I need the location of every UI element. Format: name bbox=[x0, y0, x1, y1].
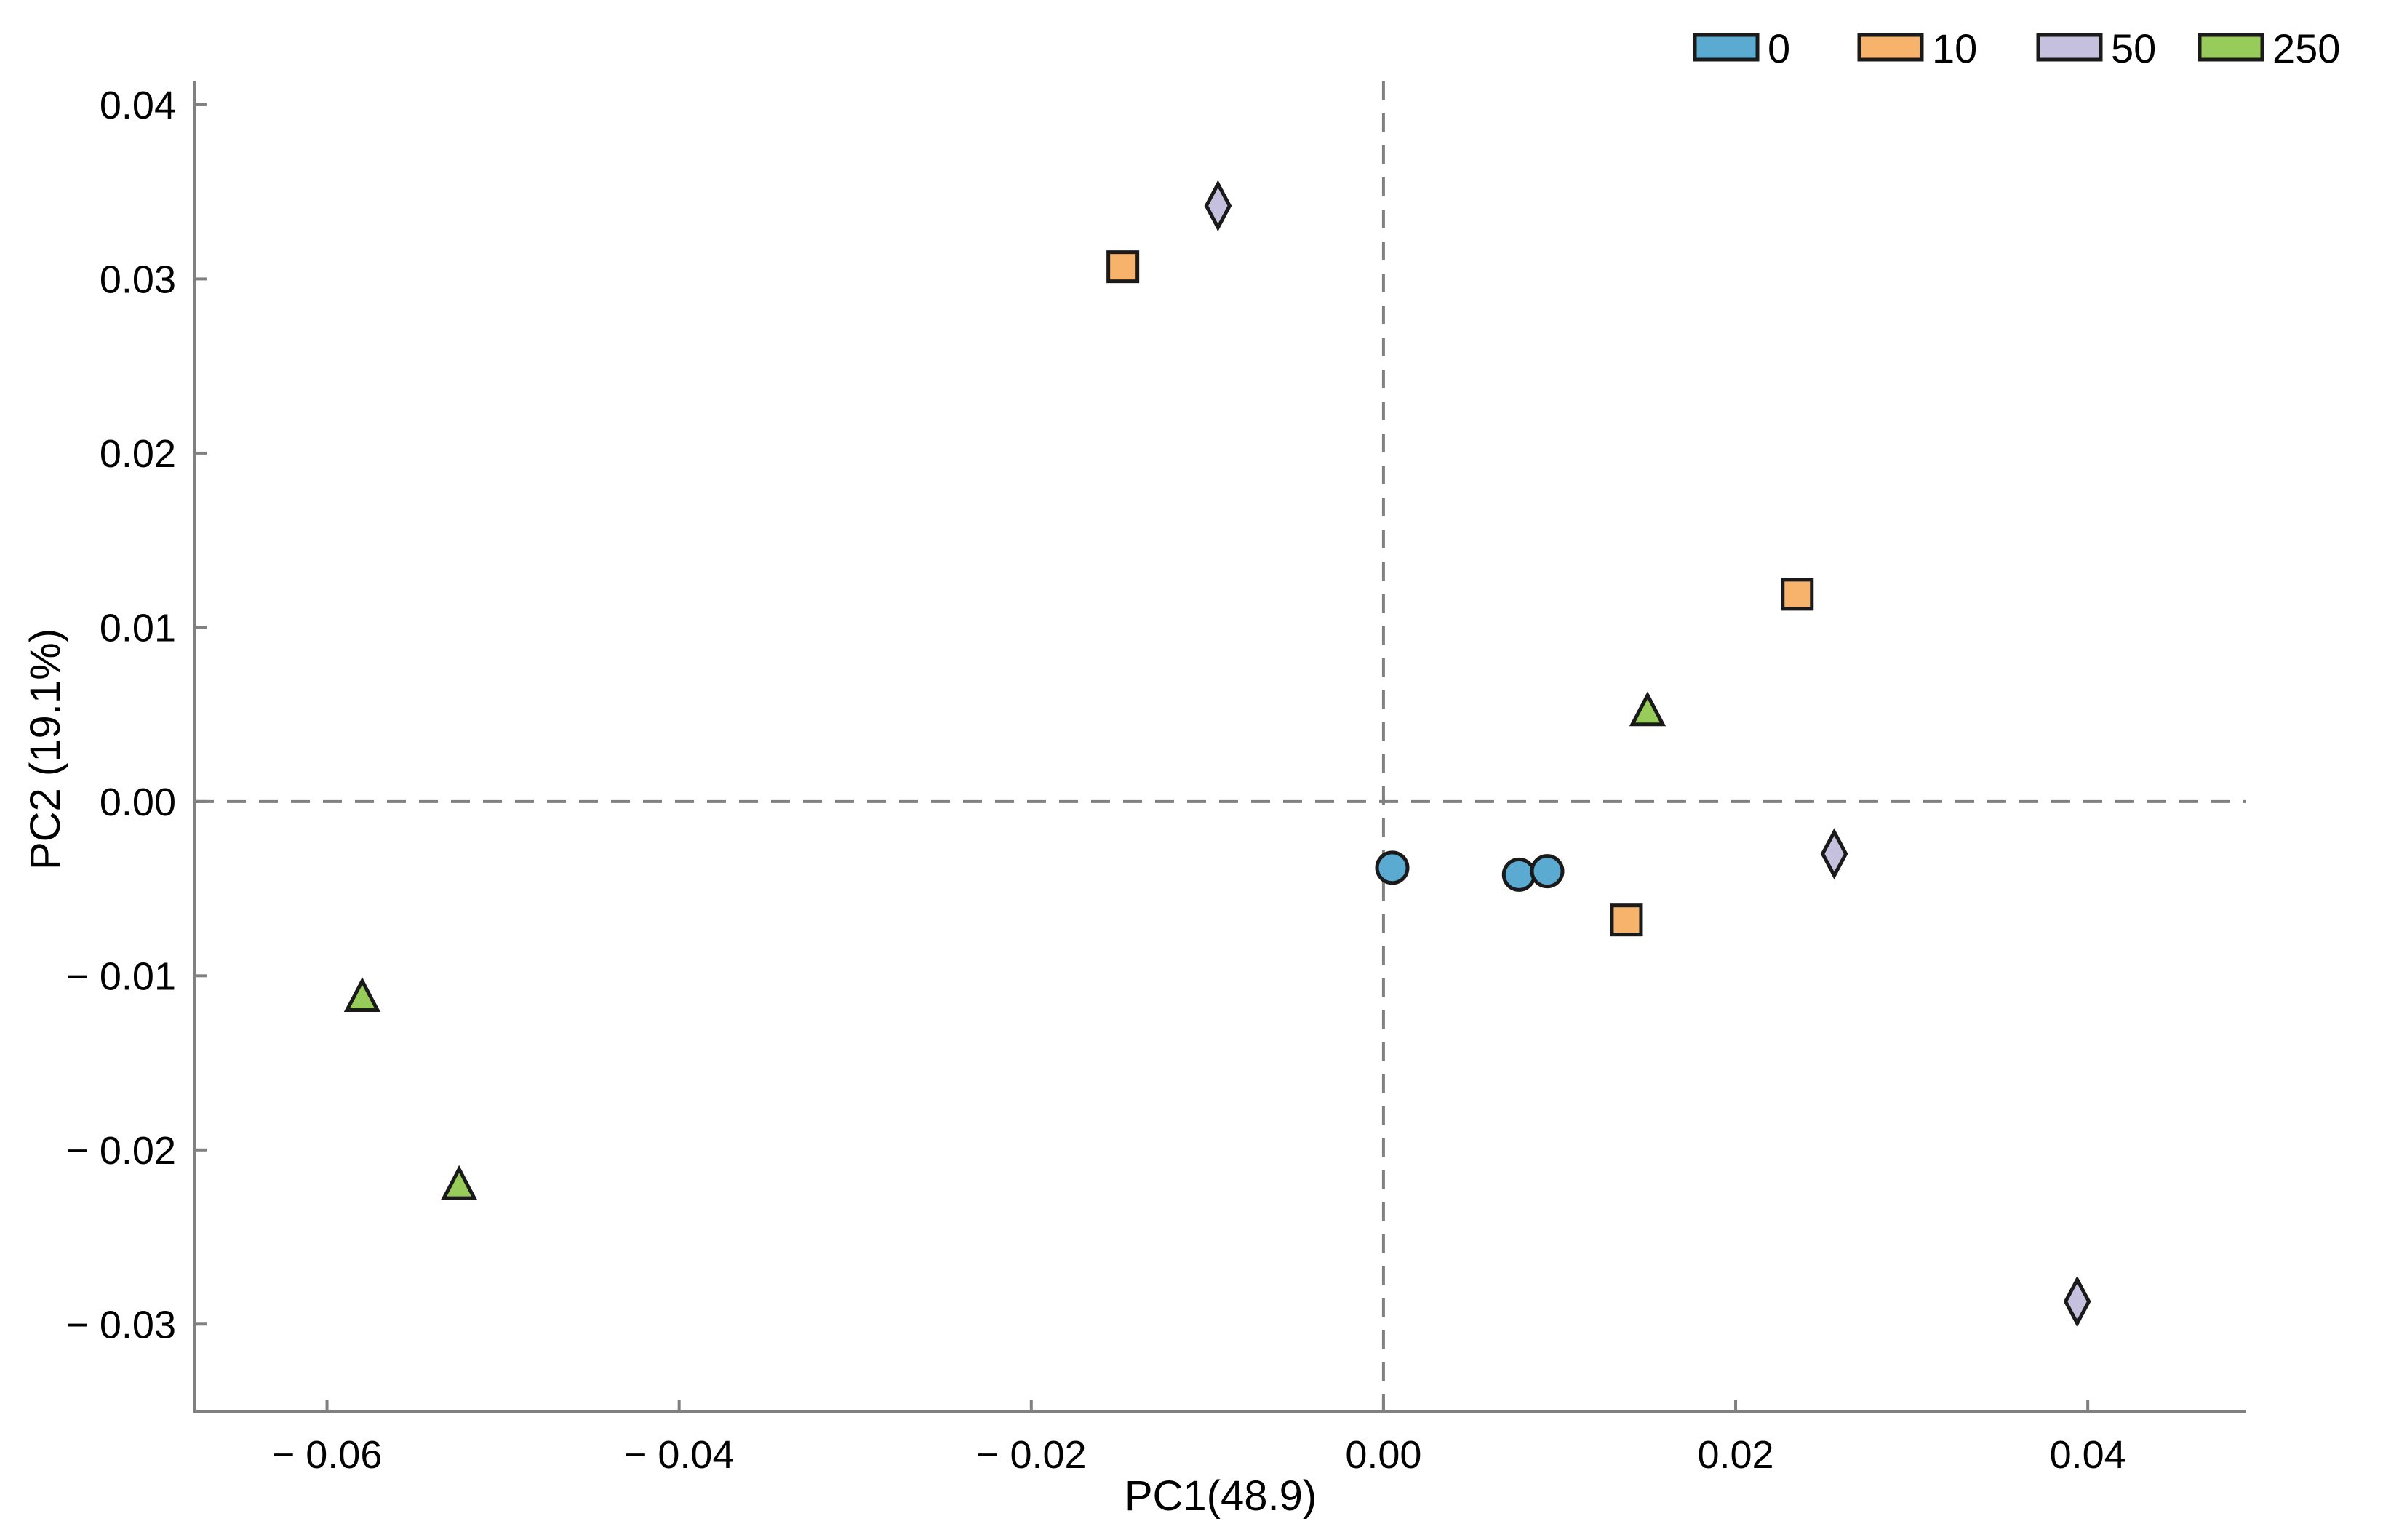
x-axis-title: PC1(48.9) bbox=[1125, 1472, 1317, 1520]
y-axis-title: PC2 (19.1%) bbox=[22, 629, 69, 870]
y-tick-label: 0.00 bbox=[100, 781, 176, 824]
legend-swatch-50 bbox=[2036, 33, 2103, 62]
point-series-10 bbox=[1610, 903, 1643, 937]
legend: 0 10 50 250 bbox=[1693, 25, 2340, 71]
x-tick-label: − 0.06 bbox=[272, 1433, 383, 1477]
point-series-50 bbox=[1820, 828, 1848, 879]
axes bbox=[193, 81, 2246, 1413]
y-tick-label: − 0.01 bbox=[65, 954, 176, 998]
x-tick-label: 0.04 bbox=[2050, 1433, 2126, 1477]
point-series-10 bbox=[1781, 578, 1814, 611]
legend-label-10: 10 bbox=[1932, 25, 1977, 71]
x-tick-label: − 0.02 bbox=[976, 1433, 1087, 1477]
y-tick-label: − 0.03 bbox=[65, 1303, 176, 1346]
point-series-250 bbox=[1629, 691, 1666, 727]
x-tick-label: − 0.04 bbox=[624, 1433, 735, 1477]
y-tick-label: 0.04 bbox=[100, 84, 176, 127]
legend-swatch-0 bbox=[1693, 33, 1760, 62]
legend-label-0: 0 bbox=[1768, 25, 1790, 71]
point-series-250 bbox=[440, 1165, 478, 1200]
legend-label-250: 250 bbox=[2272, 25, 2340, 71]
legend-swatch-10 bbox=[1857, 33, 1924, 62]
point-series-50 bbox=[2063, 1275, 2091, 1328]
legend-label-50: 50 bbox=[2111, 25, 2156, 71]
x-tick-label: 0.00 bbox=[1345, 1433, 1421, 1477]
legend-swatch-250 bbox=[2198, 33, 2264, 62]
y-tick-label: 0.03 bbox=[100, 258, 176, 301]
y-tick-label: − 0.02 bbox=[65, 1129, 176, 1173]
point-series-50 bbox=[1204, 180, 1232, 232]
y-tick-label: 0.02 bbox=[100, 432, 176, 476]
y-tick-label: 0.01 bbox=[100, 606, 176, 650]
point-series-0 bbox=[1530, 854, 1565, 889]
point-series-10 bbox=[1106, 250, 1140, 284]
point-series-250 bbox=[343, 977, 381, 1012]
data-points bbox=[343, 180, 2091, 1328]
point-series-0 bbox=[1501, 857, 1536, 892]
ticks: − 0.06 − 0.04 − 0.02 0.00 0.02 0.04 0.04 0.03 0.… bbox=[65, 84, 2125, 1477]
x-tick-label: 0.02 bbox=[1697, 1433, 1773, 1477]
point-series-0 bbox=[1375, 850, 1410, 885]
reference-lines bbox=[195, 81, 2246, 1411]
